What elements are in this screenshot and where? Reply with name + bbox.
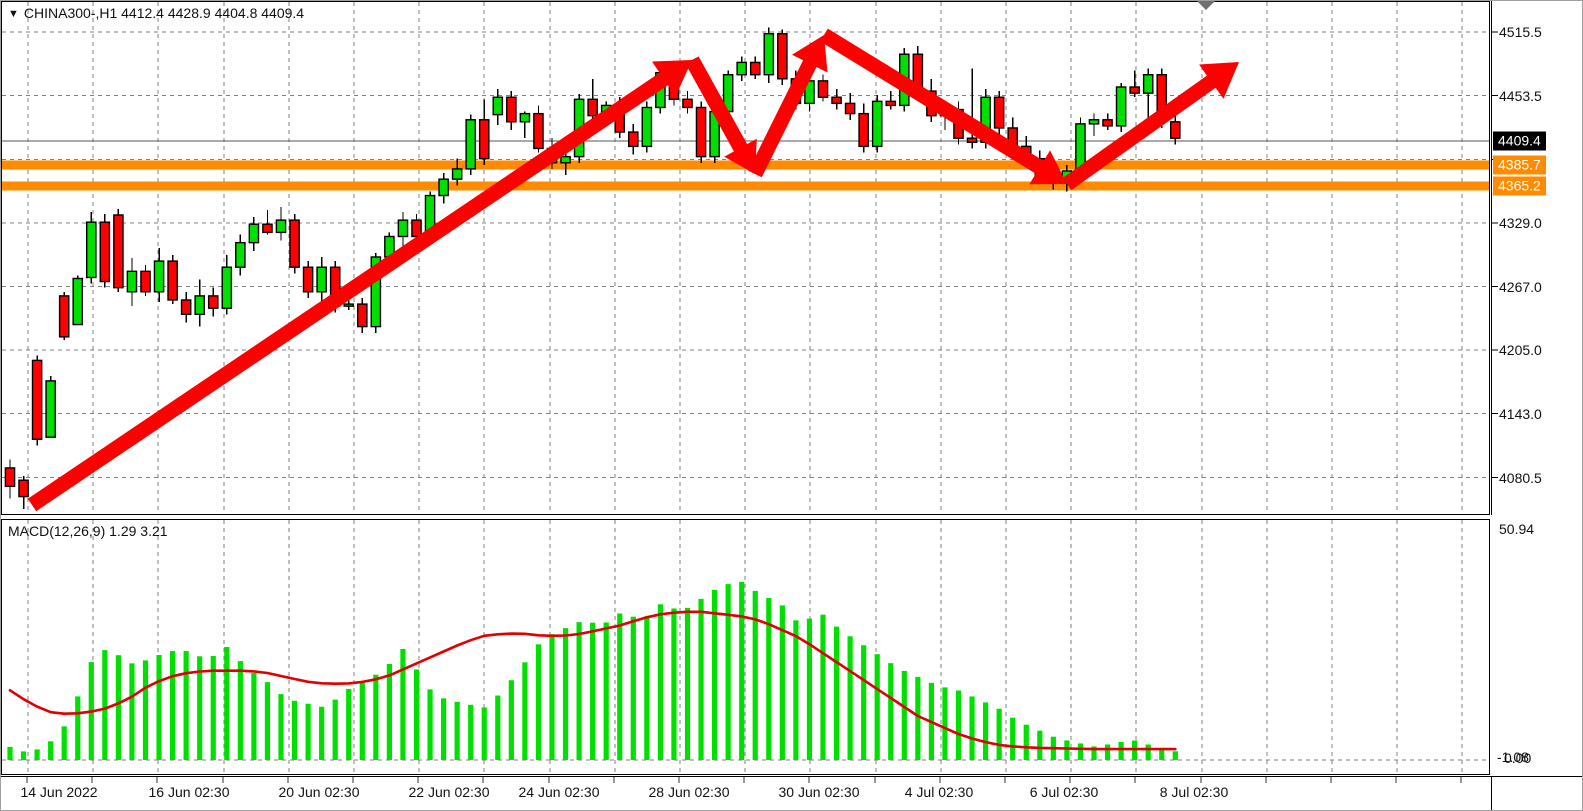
trend-arrow-annotation [27, 28, 1239, 512]
time-axis-tick-label: 8 Jul 02:30 [1159, 784, 1229, 800]
macd-indicator-pane[interactable]: MACD(12,26,9) 1.29 3.21 [1, 519, 1490, 775]
price-level-badge[interactable]: 4385.7 [1493, 155, 1546, 175]
macd-histogram-series [7, 581, 1178, 760]
price-axis-ticks [1491, 1, 1498, 515]
chart-symbol-text: CHINA300-,H1 4412.4 4428.9 4404.8 4409.4 [23, 5, 305, 21]
time-axis-tick-label: 22 Jun 02:30 [408, 784, 490, 800]
time-axis-tick-label: 14 Jun 2022 [20, 784, 98, 800]
time-axis-tick-label: 30 Jun 02:30 [778, 784, 860, 800]
price-axis-tick-label: 4205.0 [1499, 342, 1542, 359]
time-axis-tick-label: 16 Jun 02:30 [148, 784, 230, 800]
price-axis-tick-label: 4143.0 [1499, 405, 1542, 422]
macd-axis-zero-label: 0.00 [1504, 750, 1532, 766]
macd-axis-min-label: -1.08 [1497, 749, 1529, 765]
price-axis-tick-label: 4515.5 [1499, 24, 1542, 41]
candlestick-series [4, 27, 1181, 509]
chart-symbol-title: ▼ CHINA300-,H1 4412.4 4428.9 4404.8 4409.… [8, 5, 304, 21]
chart-top-marker-icon[interactable] [1197, 1, 1215, 10]
macd-axis-max-label: 50.94 [1499, 521, 1535, 537]
price-axis-tick-label: 4267.0 [1499, 278, 1542, 295]
time-axis-tick-label: 28 Jun 02:30 [648, 784, 730, 800]
macd-axis-scale[interactable]: 50.94 -1.08 0.00 [1491, 519, 1582, 775]
price-chart-canvas [2, 2, 1489, 514]
macd-label: MACD(12,26,9) 1.29 3.21 [8, 523, 168, 539]
time-axis-tick-label: 6 Jul 02:30 [1029, 784, 1099, 800]
time-axis-tick-label: 4 Jul 02:30 [904, 784, 974, 800]
price-axis-scale[interactable]: 4515.54453.54391.04329.04267.04205.04143… [1491, 1, 1582, 515]
price-level-badge[interactable]: 4365.2 [1493, 176, 1546, 196]
time-axis-ticks [26, 777, 1492, 810]
time-axis-tick-label: 20 Jun 02:30 [278, 784, 360, 800]
time-axis-tick-label: 24 Jun 02:30 [518, 784, 600, 800]
price-chart-pane[interactable]: ▼ CHINA300-,H1 4412.4 4428.9 4404.8 4409.… [1, 1, 1490, 515]
triangle-down-icon[interactable]: ▼ [8, 8, 19, 20]
current-price-badge: 4409.4 [1493, 131, 1546, 151]
macd-signal-line [8, 610, 1177, 751]
price-axis-tick-label: 4080.5 [1499, 469, 1542, 486]
price-axis-tick-label: 4329.0 [1499, 215, 1542, 232]
price-axis-tick-label: 4453.5 [1499, 87, 1542, 104]
macd-chart-canvas [2, 520, 1489, 774]
time-axis[interactable]: 14 Jun 2022 16 Jun 02:30 20 Jun 02:30 22 Ju… [1, 776, 1582, 810]
